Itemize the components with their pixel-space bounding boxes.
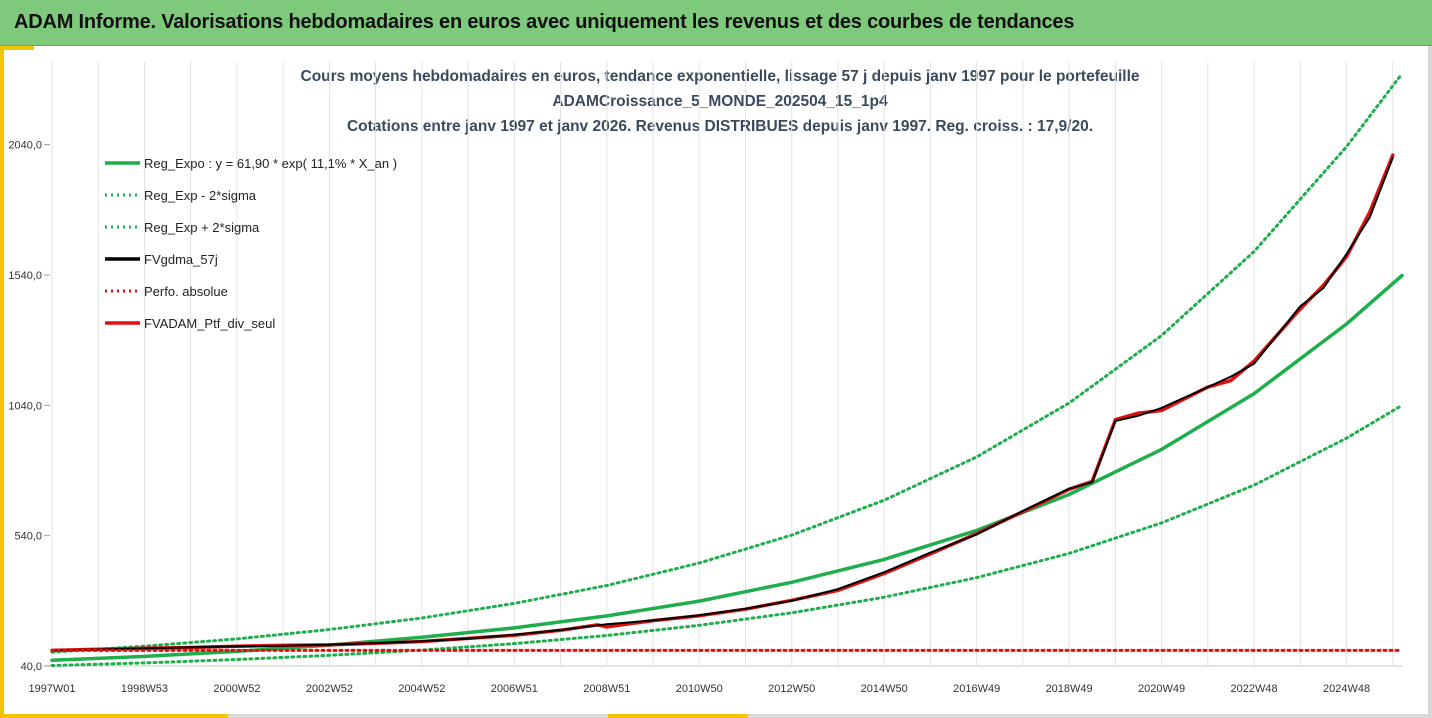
series-line-3 <box>50 72 1404 654</box>
legend-label: FVADAM_Ptf_div_seul <box>144 316 275 331</box>
x-tick-label: 2006W51 <box>491 683 538 695</box>
x-tick-label: 2012W50 <box>768 683 815 695</box>
y-tick-label: 2040,0 <box>8 140 42 152</box>
frame-bottom-accent <box>0 714 228 718</box>
frame-left-border <box>0 46 4 718</box>
x-tick-label: 2010W50 <box>676 683 723 695</box>
chart-title-line-3: Cotations entre janv 1997 et janv 2026. … <box>346 118 1094 135</box>
legend-label: Reg_Exp - 2*sigma <box>144 188 257 203</box>
frame-top-accent <box>0 46 34 50</box>
gridlines <box>51 62 1402 667</box>
chart-title-line-2: ADAMCroissance_5_MONDE_202504_15_1p4 <box>552 93 888 110</box>
x-axis-ticks: 1997W01 1998W53 2000W52 2002W52 2004W52 2006W… <box>28 683 1370 695</box>
frame-right-border <box>1428 46 1432 718</box>
x-tick-label: 1997W01 <box>28 683 75 695</box>
series-line-1 <box>50 273 1404 663</box>
legend-label: Reg_Expo : y = 61,90 * exp( 11,1% * X_an… <box>144 156 397 171</box>
series-line-4 <box>51 156 1394 652</box>
y-tick-label: 1540,0 <box>8 270 42 282</box>
series-line-2 <box>50 403 1404 667</box>
legend-label: Perfo. absolue <box>144 284 228 299</box>
frame-bottom-accent-secondary <box>608 714 748 718</box>
header-bar: ADAM Informe. Valorisations hebdomadaire… <box>0 0 1432 46</box>
y-tick-label: 540,0 <box>14 531 42 543</box>
legend-label: FVgdma_57j <box>144 252 218 267</box>
page-title: ADAM Informe. Valorisations hebdomadaire… <box>14 11 1075 33</box>
legend: Reg_Expo : y = 61,90 * exp( 11,1% * X_an… <box>105 156 397 331</box>
y-tick-label: 1040,0 <box>8 400 42 412</box>
x-tick-label: 2004W52 <box>398 683 445 695</box>
x-tick-label: 2014W50 <box>861 683 908 695</box>
x-tick-label: 2000W52 <box>213 683 260 695</box>
x-tick-label: 2018W49 <box>1046 683 1093 695</box>
x-tick-label: 2008W51 <box>583 683 630 695</box>
legend-label: Reg_Exp + 2*sigma <box>144 220 260 235</box>
y-tick-label: 40,0 <box>21 661 42 673</box>
x-tick-label: 2002W52 <box>306 683 353 695</box>
chart-title-line-1: Cours moyens hebdomadaires en euros, ten… <box>300 68 1140 85</box>
y-axis-ticks: 40,0 540,0 1040,0 1540,0 2040,0 <box>8 140 50 673</box>
chart-title: Cours moyens hebdomadaires en euros, ten… <box>170 64 1270 139</box>
series-lines <box>50 72 1404 667</box>
x-tick-label: 2024W48 <box>1323 683 1370 695</box>
x-tick-label: 2022W48 <box>1231 683 1278 695</box>
x-tick-label: 2016W49 <box>953 683 1000 695</box>
x-tick-label: 2020W49 <box>1138 683 1185 695</box>
x-tick-label: 1998W53 <box>121 683 168 695</box>
